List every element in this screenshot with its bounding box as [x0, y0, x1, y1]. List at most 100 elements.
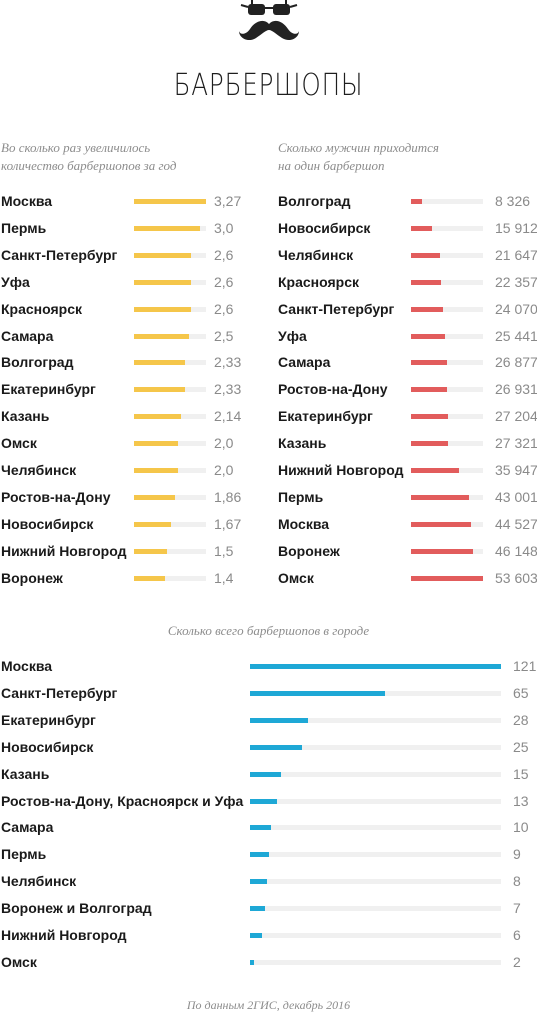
- growth-row: Пермь 3,0: [1, 218, 263, 238]
- total-barbershops-bar-track: [250, 852, 501, 858]
- growth-category-label: Волгоград: [1, 354, 74, 371]
- men-per-barbershop-bar: [411, 333, 446, 339]
- growth-bar-track: [134, 494, 206, 500]
- men-per-barbershop-category-label: Самара: [278, 354, 331, 371]
- men-per-barbershop-row: Омск 53 603: [278, 568, 537, 588]
- total-barbershops-category-label: Нижний Новгород: [1, 927, 127, 943]
- total-barbershops-bar: [250, 771, 282, 777]
- total-barbershops-value-label: 9: [513, 846, 521, 863]
- growth-bar-track: [134, 279, 206, 285]
- total-barbershops-bar: [250, 664, 501, 669]
- growth-category-label: Уфа: [1, 273, 30, 290]
- men-per-barbershop-category-label: Челябинск: [278, 246, 354, 263]
- total-barbershops-row: Казань 15: [1, 764, 537, 784]
- total-barbershops-bar: [250, 744, 302, 750]
- total-barbershops-subtitle-line: Сколько всего барбершопов в городе: [167, 623, 370, 638]
- growth-bar: [134, 548, 168, 554]
- growth-bar: [134, 494, 175, 500]
- total-barbershops-bar-track: [250, 879, 501, 885]
- growth-row: Уфа 2,6: [1, 272, 263, 292]
- men-per-barbershop-value-label: 27 204: [495, 408, 537, 425]
- total-barbershops-bar: [250, 906, 265, 912]
- total-barbershops-row: Новосибирск 25: [1, 737, 537, 757]
- men-per-barbershop-category-label: Пермь: [278, 488, 324, 505]
- men-per-barbershop-bar-track: [411, 575, 483, 581]
- men-per-barbershop-bar: [411, 252, 441, 258]
- growth-value-label: 2,33: [214, 354, 242, 371]
- growth-bar-track: [134, 225, 206, 231]
- men-per-barbershop-value-label: 24 070: [495, 300, 537, 317]
- growth-value-label: 1,4: [214, 569, 234, 586]
- total-barbershops-row: Ростов-на-Дону, Красноярск и Уфа 13: [1, 791, 537, 811]
- men-per-barbershop-bar-track: [411, 333, 483, 339]
- growth-row: Волгоград 2,33: [1, 352, 263, 372]
- growth-bar: [134, 387, 186, 393]
- total-barbershops-bar: [250, 798, 277, 804]
- growth-bar: [134, 521, 171, 527]
- growth-row: Челябинск 2,0: [1, 460, 263, 480]
- growth-bar-track: [134, 387, 206, 393]
- total-barbershops-bar-track: [250, 933, 501, 938]
- men-per-barbershop-row: Уфа 25 441: [278, 326, 537, 346]
- men-per-barbershop-bar-track: [411, 548, 483, 554]
- growth-value-label: 3,27: [214, 193, 242, 209]
- men-per-barbershop-row: Екатеринбург 27 204: [278, 406, 537, 426]
- growth-bar: [134, 333, 190, 339]
- men-per-barbershop-bar-track: [411, 441, 483, 447]
- total-barbershops-value-label: 121: [513, 658, 537, 674]
- men-per-barbershop-category-label: Новосибирск: [278, 219, 371, 236]
- growth-bar: [134, 468, 179, 473]
- total-barbershops-row: Нижний Новгород 6: [1, 925, 537, 945]
- growth-row: Ростов-на-Дону 1,86: [1, 487, 263, 507]
- men-per-barbershop-bar: [411, 521, 471, 527]
- men-per-barbershop-value-label: 27 321: [495, 435, 537, 452]
- total-barbershops-bar: [250, 959, 255, 965]
- growth-bar: [134, 306, 192, 312]
- growth-bar: [134, 441, 179, 447]
- men-per-barbershop-row: Ростов-на-Дону 26 931: [278, 379, 537, 399]
- men-per-barbershop-bar: [411, 441, 448, 447]
- total-barbershops-bar-track: [250, 959, 501, 965]
- men-per-barbershop-bar-track: [411, 468, 483, 473]
- growth-category-label: Казань: [1, 408, 50, 425]
- total-barbershops-bar-track: [250, 825, 501, 831]
- men-per-barbershop-value-label: 22 357: [495, 273, 537, 290]
- total-barbershops-row: Омск 2: [1, 952, 537, 972]
- total-barbershops-bar-track: [250, 744, 501, 750]
- growth-value-label: 2,33: [214, 381, 242, 398]
- growth-category-label: Ростов-на-Дону: [1, 488, 111, 505]
- men-per-barbershop-bar-track: [411, 279, 483, 285]
- men-per-barbershop-row: Красноярск 22 357: [278, 272, 537, 292]
- men-per-barbershop-row: Нижний Новгород 35 947: [278, 460, 537, 480]
- growth-bar: [134, 414, 182, 420]
- total-barbershops-row: Пермь 9: [1, 844, 537, 864]
- total-barbershops-bar-track: [250, 906, 501, 912]
- total-barbershops-row: Екатеринбург 28: [1, 710, 537, 730]
- men-per-barbershop-subtitle-line: Сколько мужчин приходится: [278, 140, 439, 155]
- growth-chart-subtitle: Во сколько раз увеличилось количество ба…: [1, 139, 261, 175]
- total-barbershops-category-label: Омск: [1, 953, 37, 970]
- growth-value-label: 3,0: [214, 219, 234, 236]
- growth-value-label: 2,6: [214, 246, 234, 263]
- growth-bar-track: [134, 414, 206, 420]
- hipster-glasses-mustache-icon: [239, 0, 299, 41]
- total-barbershops-category-label: Санкт-Петербург: [1, 684, 118, 701]
- total-barbershops-row: Воронеж и Волгоград 7: [1, 898, 537, 918]
- total-barbershops-value-label: 8: [513, 873, 521, 890]
- men-per-barbershop-category-label: Красноярск: [278, 273, 360, 290]
- growth-bar-track: [134, 199, 206, 204]
- men-per-barbershop-category-label: Москва: [278, 515, 330, 532]
- total-barbershops-value-label: 28: [513, 711, 529, 728]
- growth-bar: [134, 360, 186, 366]
- growth-row: Омск 2,0: [1, 433, 263, 453]
- growth-category-label: Челябинск: [1, 462, 77, 478]
- total-barbershops-category-label: Самара: [1, 819, 54, 836]
- total-barbershops-category-label: Москва: [1, 658, 53, 674]
- total-barbershops-bar-track: [250, 798, 501, 804]
- total-barbershops-bar-track: [250, 717, 501, 723]
- total-barbershops-value-label: 13: [513, 792, 529, 809]
- growth-row: Казань 2,14: [1, 406, 263, 426]
- total-barbershops-category-label: Пермь: [1, 846, 47, 863]
- growth-bar-track: [134, 468, 206, 473]
- men-per-barbershop-value-label: 26 877: [495, 354, 537, 371]
